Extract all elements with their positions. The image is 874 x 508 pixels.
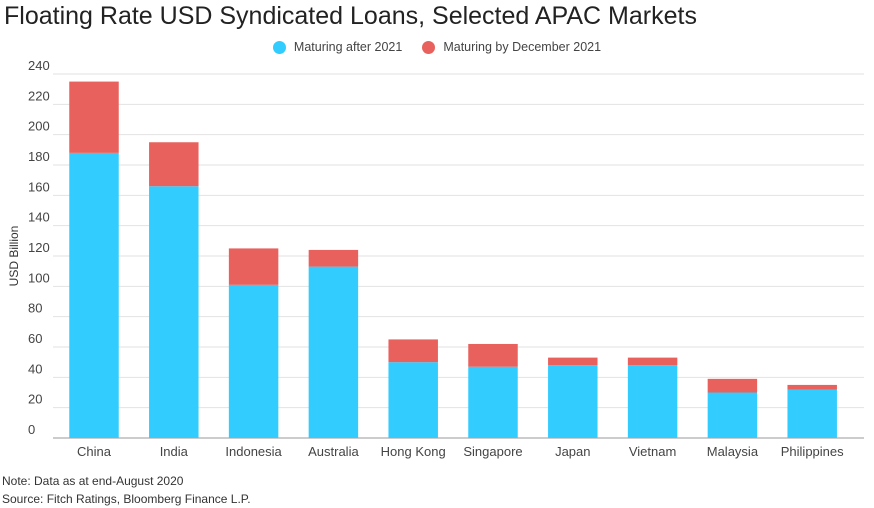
legend-label-by-dec-2021: Maturing by December 2021 [443, 40, 602, 54]
y-tick-label: 120 [28, 240, 50, 255]
legend-swatch-by-dec-2021 [422, 40, 436, 54]
x-tick-label: Australia [308, 444, 359, 459]
bar-maturing-by-dec-2021 [69, 81, 119, 153]
bar-maturing-by-dec-2021 [468, 343, 518, 367]
chart-legend: Maturing after 2021 Maturing by December… [0, 40, 874, 54]
stacked-bar-chart: 0 20 40 60 80 100 120 140 160 180 200 220 240 USD Bil… [7, 58, 864, 459]
bar-maturing-after-2021 [149, 186, 199, 438]
y-tick-label: 160 [28, 179, 50, 194]
bar-maturing-after-2021 [388, 362, 438, 438]
source-text: Source: Fitch Ratings, Bloomberg Finance… [2, 492, 251, 506]
bar-maturing-after-2021 [548, 365, 598, 438]
bar-maturing-after-2021 [228, 284, 279, 438]
x-tick-label: Singapore [463, 444, 522, 459]
x-tick-label: Indonesia [225, 444, 282, 459]
bar-maturing-by-dec-2021 [787, 384, 837, 390]
chart-title: Floating Rate USD Syndicated Loans, Sele… [4, 2, 697, 30]
y-tick-label: 40 [28, 361, 42, 376]
bar-maturing-after-2021 [787, 389, 837, 438]
bar-maturing-after-2021 [69, 152, 119, 438]
x-tick-label: Philippines [781, 444, 844, 459]
y-tick-label: 200 [28, 119, 50, 134]
legend-swatch-after-2021 [272, 40, 286, 54]
y-tick-label: 20 [28, 392, 42, 407]
x-tick-label: Malaysia [707, 444, 759, 459]
bar-maturing-by-dec-2021 [149, 142, 199, 187]
y-axis-title: USD Billion [7, 226, 21, 287]
y-tick-label: 100 [28, 270, 50, 285]
legend-item-after-2021: Maturing after 2021 [272, 40, 403, 54]
bar-maturing-after-2021 [308, 266, 359, 438]
x-tick-label: Hong Kong [381, 444, 446, 459]
chart-notes: Note: Data as at end-August 2020 Source:… [2, 472, 251, 508]
bar-maturing-after-2021 [707, 392, 758, 438]
bar-maturing-by-dec-2021 [308, 249, 359, 267]
y-tick-label: 60 [28, 331, 42, 346]
bar-maturing-by-dec-2021 [627, 357, 678, 366]
x-tick-label: Japan [555, 444, 590, 459]
bar-maturing-after-2021 [468, 366, 518, 438]
note-text: Note: Data as at end-August 2020 [2, 474, 184, 488]
legend-item-by-dec-2021: Maturing by December 2021 [422, 40, 601, 54]
y-tick-label: 0 [28, 422, 35, 437]
y-tick-label: 240 [28, 58, 50, 73]
x-tick-label: China [77, 444, 112, 459]
y-tick-label: 80 [28, 301, 42, 316]
x-tick-label: Vietnam [629, 444, 676, 459]
y-tick-label: 220 [28, 88, 50, 103]
bar-maturing-by-dec-2021 [228, 248, 279, 285]
x-tick-label: India [160, 444, 189, 459]
bar-maturing-after-2021 [627, 365, 678, 438]
legend-label-after-2021: Maturing after 2021 [293, 40, 403, 54]
y-tick-label: 140 [28, 210, 50, 225]
bar-maturing-by-dec-2021 [388, 339, 438, 363]
y-tick-label: 180 [28, 149, 50, 164]
bar-maturing-by-dec-2021 [707, 378, 758, 393]
bar-maturing-by-dec-2021 [548, 357, 598, 366]
